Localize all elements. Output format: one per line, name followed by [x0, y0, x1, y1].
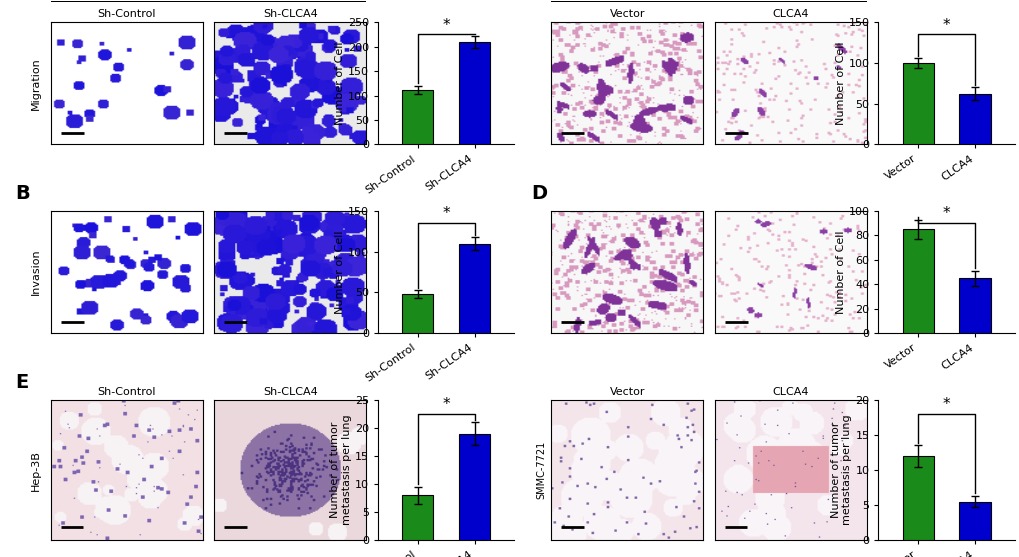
Bar [401, 495, 433, 540]
Text: Sh-CLCA4: Sh-CLCA4 [263, 387, 317, 397]
Y-axis label: Number of Cell: Number of Cell [335, 231, 344, 314]
Text: *: * [942, 207, 950, 222]
Text: Vector: Vector [609, 387, 644, 397]
Text: *: * [442, 397, 449, 412]
Text: Sh-Control: Sh-Control [98, 9, 156, 19]
Text: Migration: Migration [31, 57, 41, 110]
Bar [902, 456, 933, 540]
Bar [959, 278, 989, 333]
Y-axis label: Number of Cell: Number of Cell [334, 42, 344, 125]
Text: E: E [15, 373, 29, 392]
Text: *: * [942, 18, 950, 33]
Text: B: B [15, 184, 30, 203]
Text: *: * [442, 18, 449, 33]
Text: Invasion: Invasion [31, 249, 41, 295]
Text: Sh-CLCA4: Sh-CLCA4 [263, 9, 317, 19]
Bar [459, 243, 490, 333]
Text: *: * [442, 207, 449, 222]
Bar [459, 42, 490, 144]
Text: Hep-3B: Hep-3B [31, 449, 41, 491]
Text: CLCA4: CLCA4 [771, 9, 808, 19]
Bar [401, 294, 433, 333]
Bar [959, 94, 989, 144]
Text: SMMC-7721: SMMC-7721 [536, 441, 546, 499]
Y-axis label: Number of tumor
metastasis per lung: Number of tumor metastasis per lung [330, 415, 352, 525]
Bar [902, 63, 933, 144]
Bar [959, 502, 989, 540]
Y-axis label: Number of tumor
metastasis per lung: Number of tumor metastasis per lung [830, 415, 852, 525]
Bar [459, 433, 490, 540]
Text: Sh-Control: Sh-Control [98, 387, 156, 397]
Text: Vector: Vector [609, 9, 644, 19]
Bar [401, 90, 433, 144]
Text: CLCA4: CLCA4 [771, 387, 808, 397]
Text: D: D [531, 184, 546, 203]
Y-axis label: Number of Cell: Number of Cell [835, 42, 845, 125]
Y-axis label: Number of Cell: Number of Cell [835, 231, 845, 314]
Text: *: * [942, 397, 950, 412]
Bar [902, 229, 933, 333]
